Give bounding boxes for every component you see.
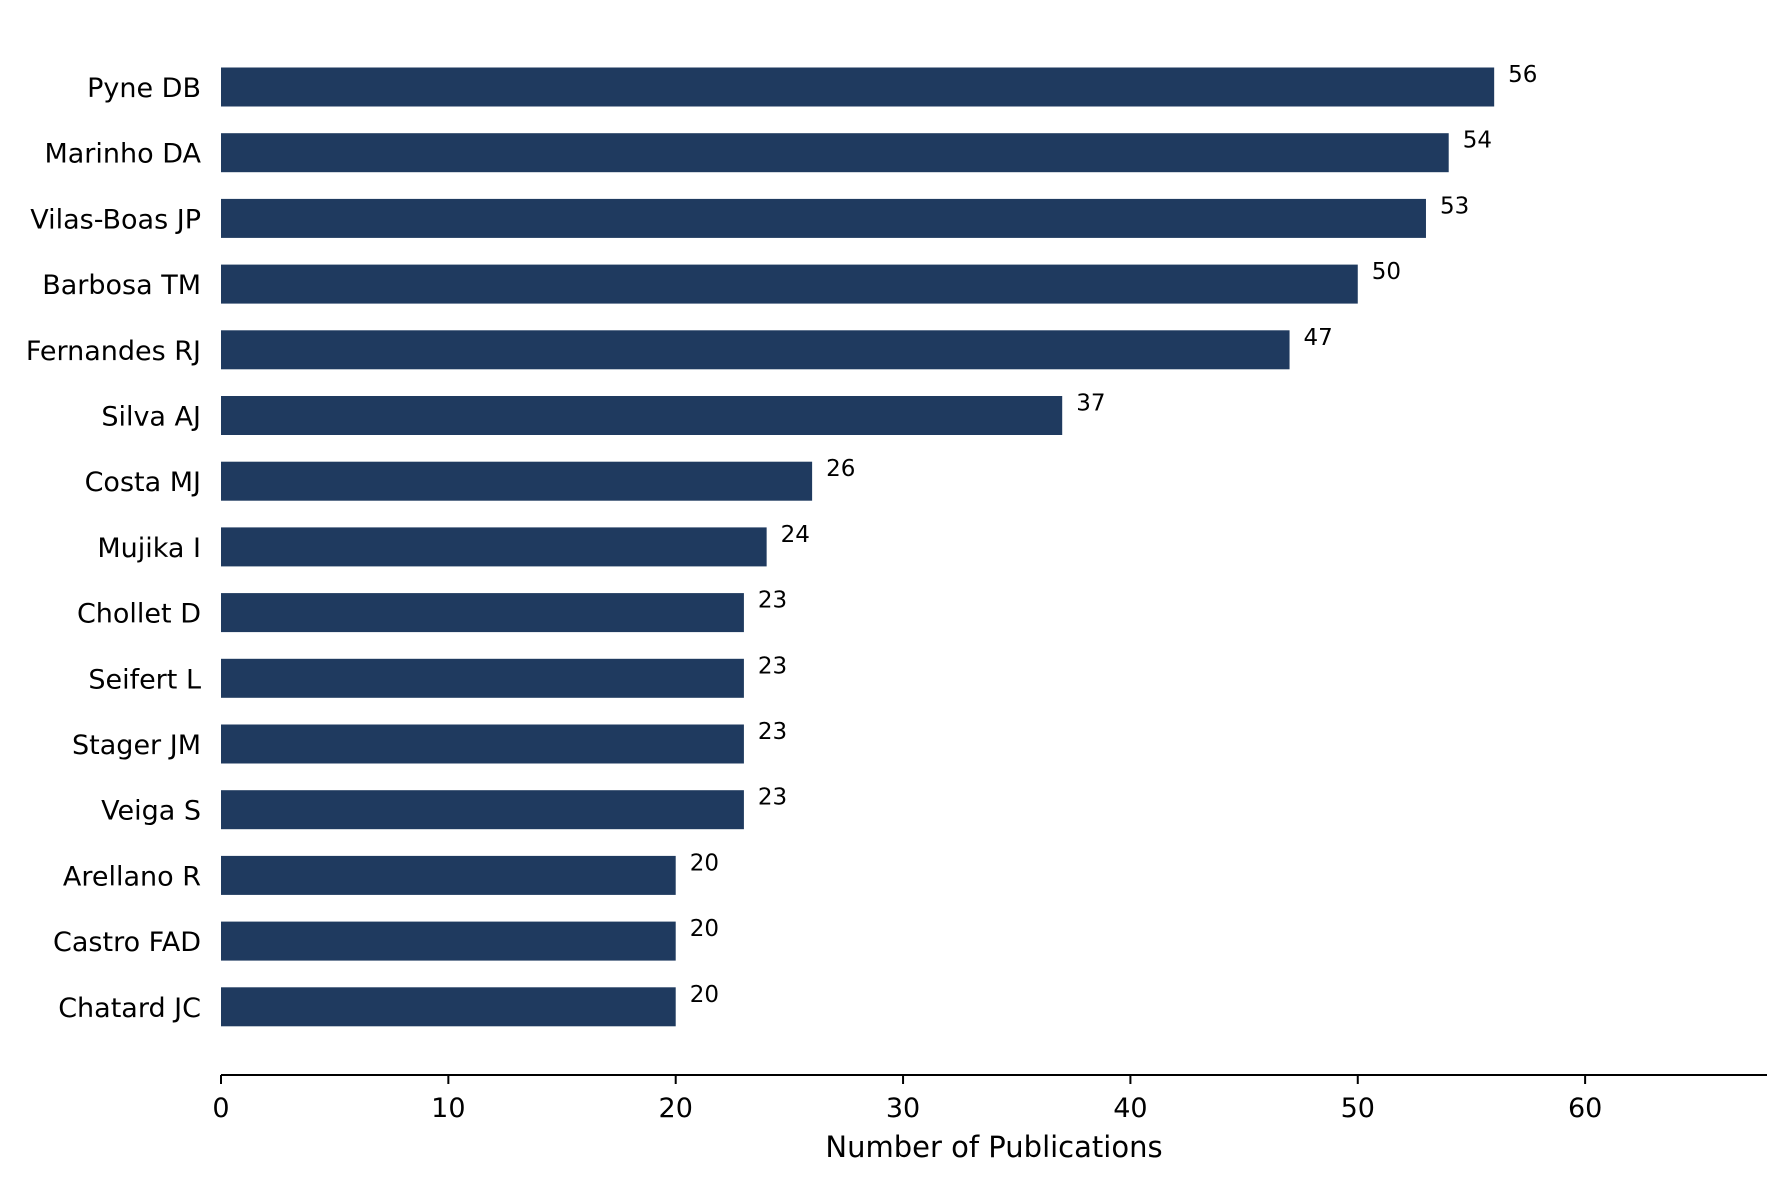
bar-seifert-l	[221, 658, 744, 698]
bar-chatard-jc	[221, 987, 676, 1027]
category-label: Costa MJ	[85, 467, 201, 498]
value-label: 23	[758, 785, 787, 811]
bar-chollet-d	[221, 593, 744, 633]
category-label: Castro FAD	[53, 927, 201, 958]
bar-silva-aj	[221, 396, 1063, 435]
bar-vilas-boas-jp	[221, 198, 1426, 238]
bar-mujika-i	[221, 527, 767, 567]
category-label: Veiga S	[101, 796, 201, 827]
category-label: Pyne DB	[87, 73, 201, 104]
bar-arellano-r	[221, 855, 676, 895]
x-tick-label: 20	[659, 1093, 693, 1124]
x-tick-label: 30	[886, 1093, 920, 1124]
value-labels: 56 54 53 50 47 37 26 24 23 23 23 23 20 20 20	[690, 62, 1538, 1008]
value-label: 50	[1372, 259, 1401, 285]
value-label: 24	[781, 522, 810, 548]
bar-pyne-db	[221, 67, 1495, 107]
bar-costa-mj	[221, 461, 813, 501]
category-label: Arellano R	[63, 861, 201, 892]
bar-stager-jm	[221, 724, 744, 764]
category-label: Mujika I	[97, 533, 201, 564]
value-label: 56	[1508, 62, 1537, 88]
x-tick-label: 0	[212, 1093, 229, 1124]
value-label: 23	[758, 588, 787, 614]
value-label: 26	[826, 456, 855, 482]
bar-fernandes-rj	[221, 330, 1290, 370]
x-tick-label: 10	[431, 1093, 465, 1124]
x-tick-label: 50	[1341, 1093, 1375, 1124]
bar-castro-fad	[221, 921, 676, 961]
category-label: Vilas-Boas JP	[30, 204, 201, 235]
value-label: 37	[1076, 391, 1105, 417]
value-label: 53	[1440, 193, 1469, 219]
category-label: Silva AJ	[101, 402, 201, 433]
x-tick-label: 60	[1568, 1093, 1602, 1124]
value-label: 23	[758, 653, 787, 679]
bar-barbosa-tm	[221, 264, 1358, 304]
category-label: Barbosa TM	[42, 270, 201, 301]
x-axis-title: Number of Publications	[825, 1130, 1162, 1164]
x-tick-label: 40	[1113, 1093, 1147, 1124]
value-label: 20	[690, 982, 719, 1008]
value-label: 20	[690, 850, 719, 876]
bar-marinho-da	[221, 133, 1449, 173]
bars-layer	[221, 67, 1495, 1027]
bar-veiga-s	[221, 790, 744, 830]
value-label: 23	[758, 719, 787, 745]
category-label: Stager JM	[72, 730, 201, 761]
value-label: 20	[690, 916, 719, 942]
value-label: 47	[1304, 325, 1333, 351]
category-labels: Pyne DB Marinho DA Vilas-Boas JP Barbosa TM…	[26, 73, 202, 1024]
category-label: Chatard JC	[58, 993, 201, 1024]
value-label: 54	[1463, 128, 1492, 154]
category-label: Seifert L	[88, 664, 201, 695]
category-label: Fernandes RJ	[26, 336, 201, 367]
category-label: Chollet D	[77, 599, 201, 630]
category-label: Marinho DA	[44, 139, 201, 170]
x-axis: 0 10 20 30 40 50 60	[212, 1074, 1767, 1124]
